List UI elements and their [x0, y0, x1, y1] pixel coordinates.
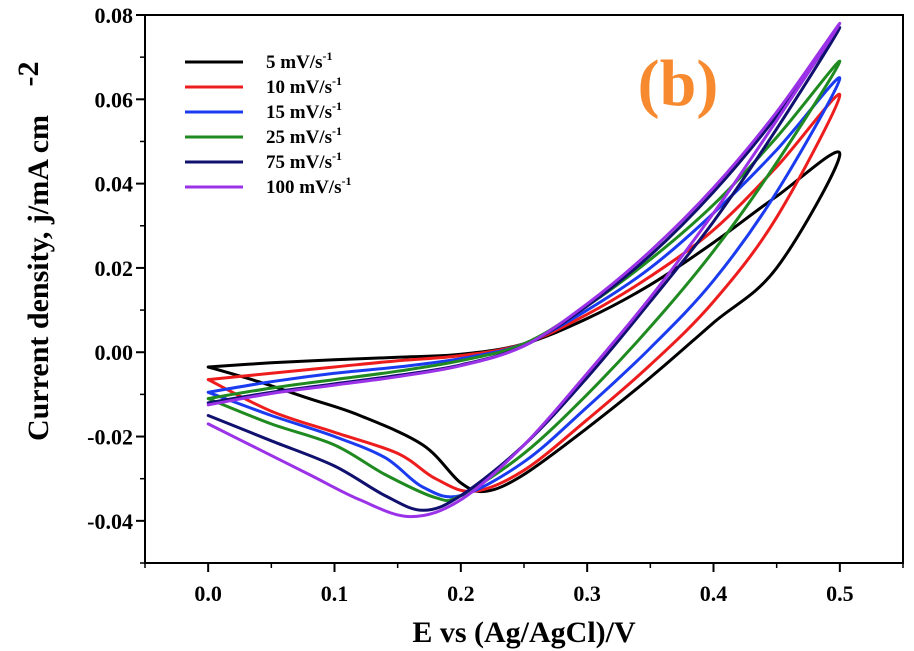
legend-label: 5 mV/s-1 [266, 49, 332, 73]
legend-label-superscript: -1 [341, 174, 351, 188]
x-tick-label: 0.5 [826, 581, 854, 606]
series-line-10-mv [206, 92, 842, 493]
legend-label: 25 mV/s-1 [266, 124, 342, 148]
legend-label: 100 mV/s-1 [266, 174, 351, 198]
legend-label-superscript: -1 [332, 124, 342, 138]
legend-label: 15 mV/s-1 [266, 99, 342, 123]
x-tick-label: 0.4 [700, 581, 728, 606]
y-tick-label: 0.02 [95, 256, 134, 281]
series-line-25-mv [206, 59, 842, 503]
y-tick-label: 0.06 [95, 87, 134, 112]
series-curves [206, 21, 842, 519]
series-line-100-mv [206, 21, 842, 519]
legend-label-superscript: -1 [322, 49, 332, 63]
y-axis-title-superscript: -2 [12, 62, 45, 87]
series-line-75-mv [206, 26, 842, 512]
series-line-5-mv [206, 150, 842, 494]
y-axis-title: Current density, j/mA cm [22, 115, 55, 441]
y-tick-label: -0.04 [87, 509, 133, 534]
x-axis-title: E vs (Ag/AgCl)/V [412, 616, 636, 649]
y-tick-label: -0.02 [87, 425, 133, 450]
y-tick-label: 0.04 [95, 172, 134, 197]
y-axis-title-group: Current density, j/mA cm [22, 115, 55, 441]
x-tick-label: 0.1 [321, 581, 349, 606]
x-tick-label: 0.3 [573, 581, 601, 606]
x-tick-label: 0.0 [194, 581, 222, 606]
y-tick-label: 0.08 [95, 3, 134, 28]
legend-label-superscript: -1 [332, 74, 342, 88]
legend-label-superscript: -1 [332, 99, 342, 113]
x-tick-label: 0.2 [447, 581, 475, 606]
y-tick-label: 0.00 [95, 340, 134, 365]
axis-ticks: 0.0 0.1 0.2 0.3 0.4 0.5 -0.04 -0.02 0.00 0.02 0.04… [87, 3, 904, 606]
legend: 5 mV/s-110 mV/s-115 mV/s-125 mV/s-175 mV… [185, 49, 351, 198]
legend-label-superscript: -1 [332, 149, 342, 163]
series-line-15-mv [206, 76, 842, 499]
panel-label: (b) [638, 47, 719, 120]
legend-label: 10 mV/s-1 [266, 74, 342, 98]
legend-label: 75 mV/s-1 [266, 149, 342, 173]
